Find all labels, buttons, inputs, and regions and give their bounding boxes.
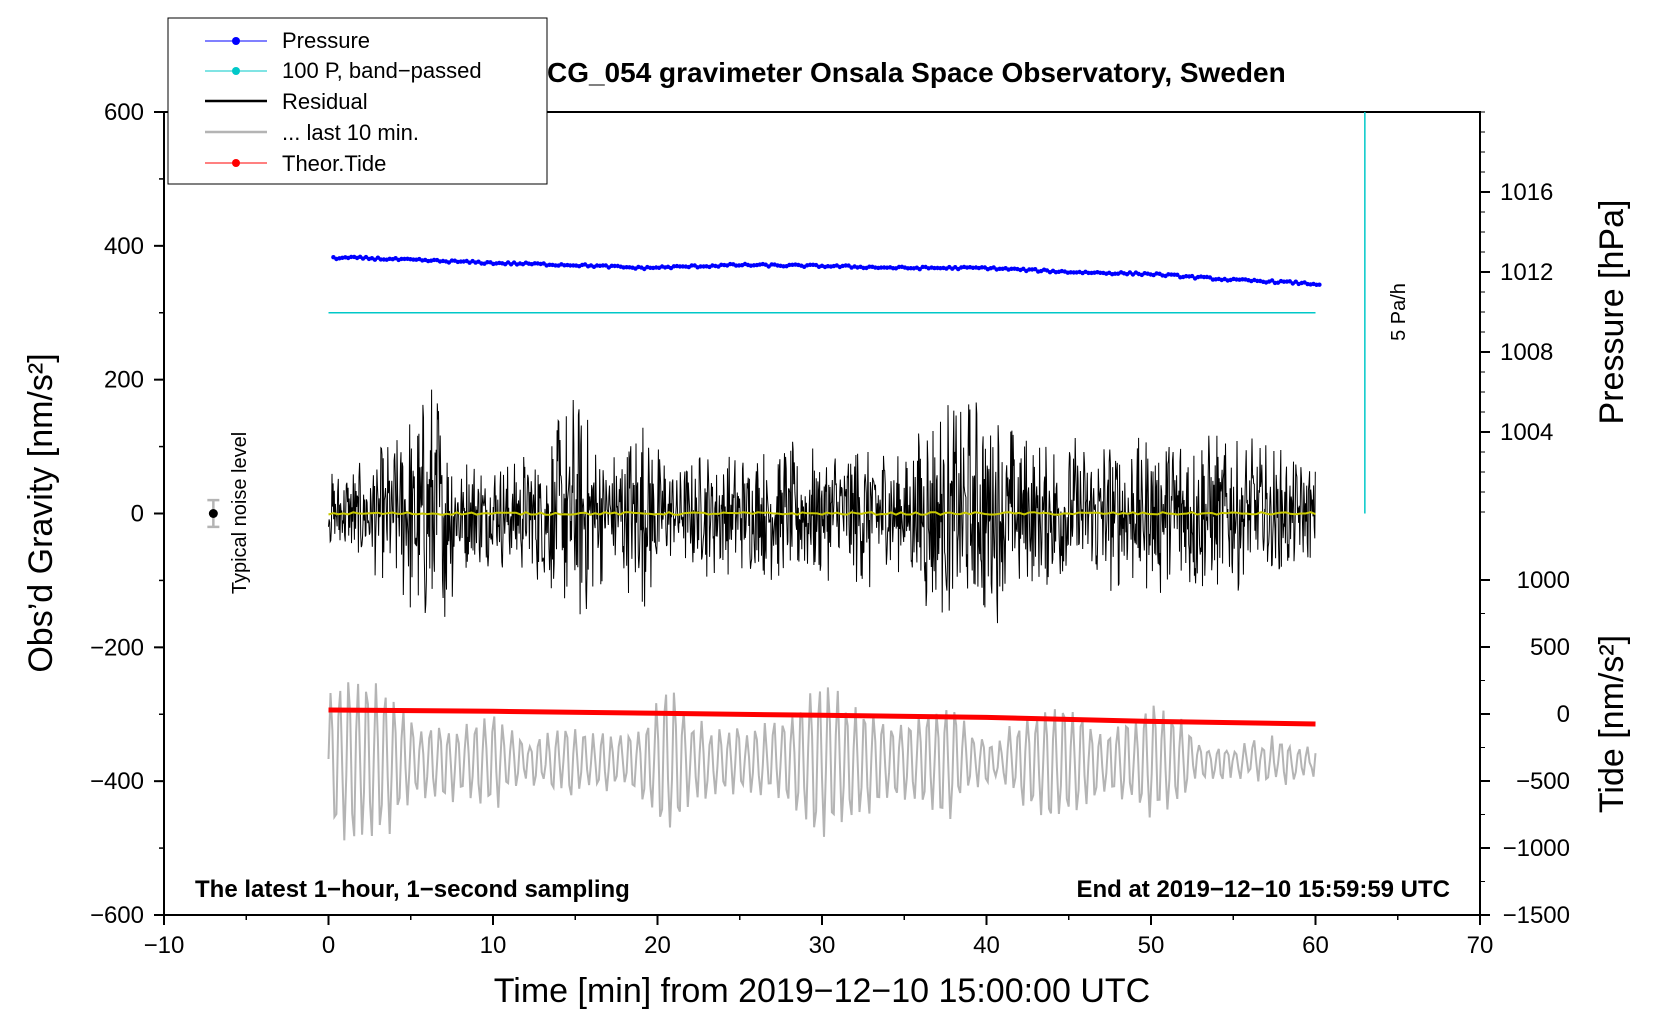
series-line-tide xyxy=(328,707,1316,727)
legend-label: ... last 10 min. xyxy=(282,120,419,145)
series-points-pressure xyxy=(331,254,1322,287)
tide-tick-label: −1500 xyxy=(1503,902,1570,929)
tide-tick-label: −500 xyxy=(1516,768,1570,795)
legend-marker xyxy=(232,67,240,75)
series-line-residual-mean xyxy=(328,511,1316,516)
legend-item: Residual xyxy=(205,89,368,114)
pressure-point xyxy=(1269,278,1275,283)
y-tick-label: 400 xyxy=(104,233,144,260)
rate-label: 5 Pa/h xyxy=(1388,283,1410,341)
pressure-tick-label: 1004 xyxy=(1500,419,1553,446)
axes-layer: −10 0 10 20 30 40 50 60 70 600 400 200 0 −200 −400 −600… xyxy=(90,99,1570,959)
pressure-point xyxy=(1033,267,1038,272)
x-tick-label: 0 xyxy=(322,932,335,959)
tide-tick-label: −1000 xyxy=(1503,835,1570,862)
tide-tick-label: 0 xyxy=(1557,701,1570,728)
bottom-left-note: The latest 1−hour, 1−second sampling xyxy=(195,876,630,903)
y-axis-title-tide: Tide [nm/s²] xyxy=(1593,635,1631,813)
x-tick-label: 50 xyxy=(1138,932,1165,959)
x-tick-label: 70 xyxy=(1467,932,1494,959)
chart-title: SCG_054 gravimeter Onsala Space Observat… xyxy=(528,57,1285,88)
x-tick-label: 20 xyxy=(644,932,671,959)
pressure-point xyxy=(1189,273,1195,279)
legend-label: 100 P, band−passed xyxy=(282,58,482,83)
x-tick-label: 30 xyxy=(809,932,836,959)
x-tick-label: 60 xyxy=(1302,932,1329,959)
y-tick-label: −400 xyxy=(90,768,144,795)
legend-item: ... last 10 min. xyxy=(205,120,419,145)
y-tick-label: −600 xyxy=(90,902,144,929)
legend-label: Residual xyxy=(282,89,368,114)
tide-tick-label: 500 xyxy=(1530,634,1570,661)
series-line-residual xyxy=(328,389,1316,624)
pressure-tick-label: 1012 xyxy=(1500,259,1553,286)
y-tick-label: 200 xyxy=(104,367,144,394)
y-tick-label: 600 xyxy=(104,99,144,126)
legend-item: Pressure xyxy=(205,28,370,53)
legend-item: 100 P, band−passed xyxy=(205,58,482,83)
legend-label: Theor.Tide xyxy=(282,151,386,176)
x-tick-label: 40 xyxy=(973,932,1000,959)
legend-label: Pressure xyxy=(282,28,370,53)
pressure-tick-label: 1016 xyxy=(1500,179,1553,206)
legend-item: Theor.Tide xyxy=(205,151,386,176)
noise-level-point xyxy=(208,509,218,518)
series-line-last10min xyxy=(327,682,1317,841)
bottom-right-note: End at 2019−12−10 15:59:59 UTC xyxy=(1076,876,1450,903)
x-axis-title: Time [min] from 2019−12−10 15:00:00 UTC xyxy=(494,972,1150,1010)
y-tick-label: −200 xyxy=(90,634,144,661)
x-tick-label: −10 xyxy=(144,932,185,959)
x-tick-label: 10 xyxy=(480,932,507,959)
y-axis-title-gravity: Obs’d Gravity [nm/s²] xyxy=(22,353,60,672)
y-tick-label: 0 xyxy=(131,501,144,528)
y-axis-title-pressure: Pressure [hPa] xyxy=(1593,200,1631,425)
pressure-point xyxy=(917,267,922,272)
legend: Pressure 100 P, band−passed Residual ...… xyxy=(167,17,548,185)
legend-marker xyxy=(232,37,240,45)
pressure-point xyxy=(1317,282,1322,287)
series-layer xyxy=(207,112,1366,841)
pressure-tick-label: 1008 xyxy=(1500,339,1553,366)
noise-level-label: Typical noise level xyxy=(229,432,251,594)
tide-tick-label: 1000 xyxy=(1517,567,1570,594)
pressure-point xyxy=(1175,272,1180,277)
legend-marker xyxy=(232,159,240,167)
